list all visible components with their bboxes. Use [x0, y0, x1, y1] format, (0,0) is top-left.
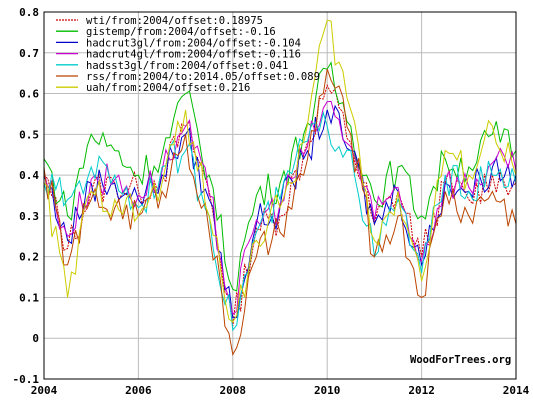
legend: wti/from:2004/offset:0.18975gistemp/from…: [56, 15, 320, 94]
series-line-6: [43, 19, 517, 323]
legend-label-5: rss/from:2004/to:2014.05/offset:0.089: [86, 71, 320, 83]
x-tick-label: 2004: [31, 384, 58, 397]
y-tick-label: 0.7: [19, 47, 39, 60]
legend-label-3: hadcrut4gl/from:2004/offset:-0.116: [86, 49, 301, 61]
x-tick-label: 2012: [408, 384, 435, 397]
series-layer: [43, 19, 517, 356]
x-tick-label: 2006: [125, 384, 152, 397]
x-tick-label: 2008: [220, 384, 247, 397]
legend-label-2: hadcrut3gl/from:2004/offset:-0.104: [86, 37, 301, 49]
y-tick-label: 0.6: [19, 88, 39, 101]
legend-label-1: gistemp/from:2004/offset:-0.16: [86, 26, 276, 38]
series-line-5: [43, 68, 517, 356]
y-tick-label: 0.3: [19, 210, 39, 223]
y-tick-label: -0.1: [13, 373, 40, 386]
y-tick-label: 0.5: [19, 128, 39, 141]
plot-frame: [43, 11, 517, 380]
legend-label-0: wti/from:2004/offset:0.18975: [86, 15, 263, 27]
y-tick-label: 0: [32, 332, 39, 345]
y-tick-label: 0.4: [19, 169, 39, 182]
legend-label-6: uah/from:2004/offset:0.216: [86, 82, 250, 94]
x-tick-label: 2010: [314, 384, 341, 397]
series-line-3: [43, 100, 517, 315]
axis-ticks: -0.1 0 0.1 0.2 0.3 0.4 0.5 0.6 0.7 0.8 2004 2006 200…: [13, 6, 530, 397]
series-line-4: [43, 110, 517, 332]
series-line-0: [43, 84, 517, 327]
legend-label-4: hadsst3gl/from:2004/offset:0.041: [86, 60, 288, 72]
credit-label: WoodForTrees.org: [410, 354, 511, 366]
y-tick-label: 0.2: [19, 251, 39, 264]
series-line-1: [43, 61, 517, 292]
x-tick-label: 2014: [503, 384, 530, 397]
y-tick-label: 0.1: [19, 291, 39, 304]
y-tick-label: 0.8: [19, 6, 39, 19]
